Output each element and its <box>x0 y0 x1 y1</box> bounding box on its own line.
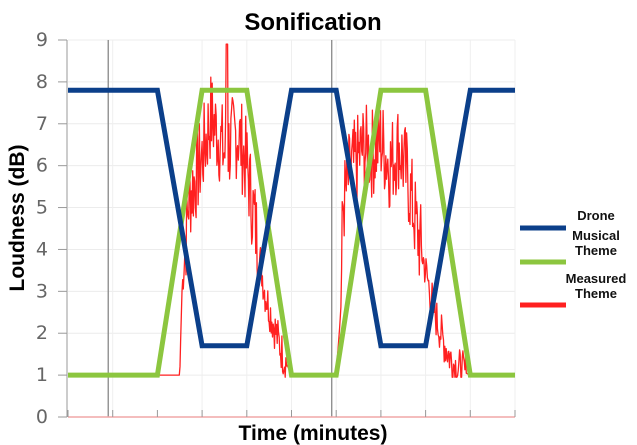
y-tick-label: 8 <box>36 71 48 93</box>
legend-label: Measured <box>566 271 627 286</box>
y-tick-label: 6 <box>36 155 48 177</box>
y-tick-label: 4 <box>36 238 48 260</box>
legend-label: Theme <box>575 243 617 258</box>
y-axis-label: Loudness (dB) <box>6 145 29 292</box>
legend-label: Theme <box>575 286 617 301</box>
y-tick-label: 2 <box>36 322 48 344</box>
legend-label: Drone <box>577 208 615 223</box>
chart-title: Sonification <box>244 9 381 36</box>
series-line-musical-theme <box>68 87 515 378</box>
y-tick-label: 1 <box>36 364 48 386</box>
series-line-drone <box>68 87 515 349</box>
y-tick-label: 0 <box>36 406 48 428</box>
x-axis <box>67 410 516 418</box>
legend-label: Musical <box>572 228 620 243</box>
y-tick-label: 9 <box>36 29 48 51</box>
series-layer <box>68 43 515 378</box>
y-tick-label: 7 <box>36 113 48 135</box>
y-tick-label: 5 <box>36 197 48 219</box>
y-axis-ticks: 0 1 2 3 4 5 6 7 8 9 <box>36 29 68 428</box>
x-axis-label: Time (minutes) <box>239 422 388 445</box>
y-tick-label: 3 <box>36 280 48 302</box>
